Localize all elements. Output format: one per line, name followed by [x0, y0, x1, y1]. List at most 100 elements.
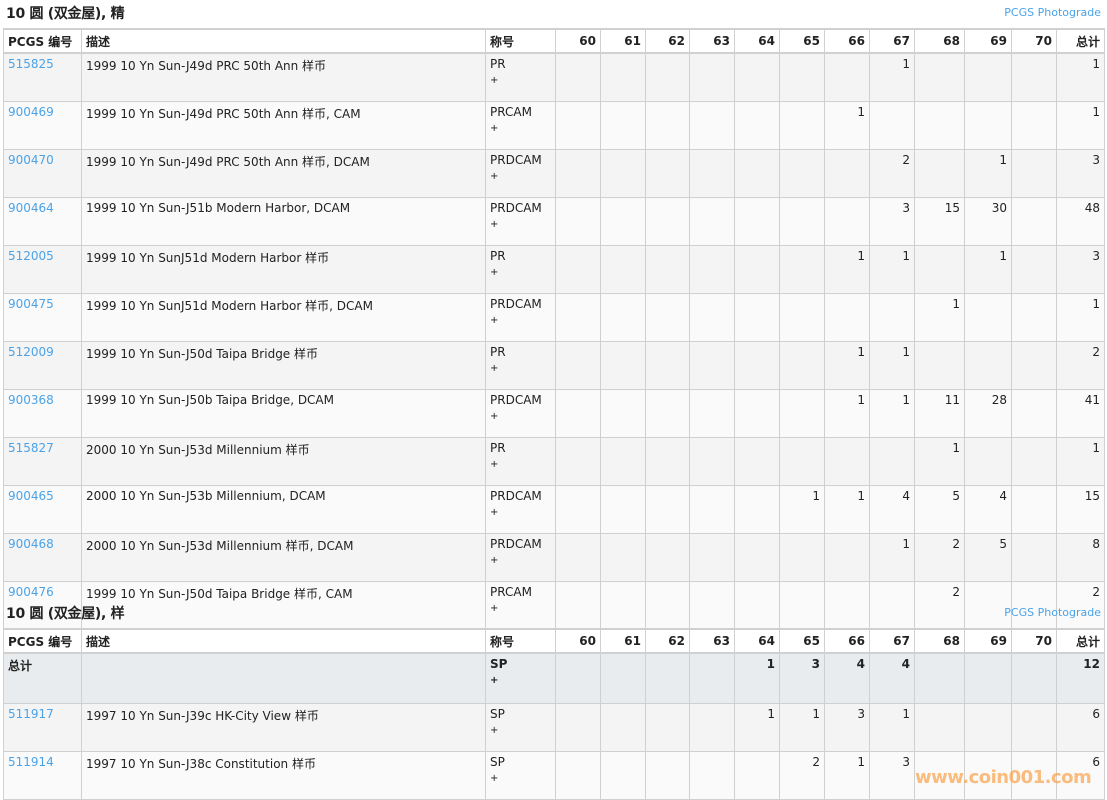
grade-count-67[interactable]: 2 — [869, 149, 915, 198]
grade-count-67[interactable]: 1 — [869, 52, 915, 102]
grade-count-63[interactable] — [689, 485, 735, 534]
col-header-grade-63[interactable]: 63 — [689, 628, 735, 654]
col-header-grade-66[interactable]: 66 — [824, 628, 870, 654]
grade-count-61[interactable] — [600, 652, 646, 704]
grade-count-67[interactable]: 1 — [869, 245, 915, 294]
grade-count-69[interactable] — [964, 703, 1012, 752]
photograde-link[interactable]: PCGS Photograde — [1004, 6, 1101, 19]
grade-count-70[interactable] — [1011, 245, 1057, 294]
grade-count-64[interactable]: 1 — [734, 652, 780, 704]
grade-count-66[interactable] — [824, 52, 870, 102]
grade-count-69[interactable] — [964, 293, 1012, 342]
pcgs-number-link[interactable]: 900475 — [3, 293, 82, 342]
grade-count-64[interactable]: 1 — [734, 703, 780, 752]
grade-count-60[interactable] — [555, 437, 601, 486]
grade-count-66[interactable] — [824, 197, 870, 246]
grade-count-60[interactable] — [555, 485, 601, 534]
grade-count-65[interactable]: 2 — [779, 751, 825, 800]
grade-count-66[interactable]: 1 — [824, 389, 870, 438]
plus-grade-marker[interactable]: + — [490, 603, 499, 614]
grade-count-69[interactable] — [964, 101, 1012, 150]
grade-count-62[interactable] — [645, 485, 690, 534]
grade-count-66[interactable]: 1 — [824, 245, 870, 294]
col-header-grade-64[interactable]: 64 — [734, 628, 780, 654]
grade-count-70[interactable] — [1011, 652, 1057, 704]
grade-count-66[interactable]: 4 — [824, 652, 870, 704]
grade-count-66[interactable]: 1 — [824, 485, 870, 534]
grade-count-65[interactable]: 1 — [779, 703, 825, 752]
col-header-designation[interactable]: 称号 — [485, 628, 556, 654]
grade-count-61[interactable] — [600, 533, 646, 582]
grade-count-67[interactable]: 1 — [869, 703, 915, 752]
grade-count-70[interactable] — [1011, 197, 1057, 246]
grade-count-61[interactable] — [600, 293, 646, 342]
grade-count-61[interactable] — [600, 389, 646, 438]
col-header-grade-68[interactable]: 68 — [914, 628, 965, 654]
grade-count-63[interactable] — [689, 341, 735, 390]
grade-count-68[interactable] — [914, 101, 965, 150]
grade-count-62[interactable] — [645, 751, 690, 800]
grade-count-65[interactable] — [779, 341, 825, 390]
grade-count-65[interactable] — [779, 581, 825, 630]
grade-count-67[interactable]: 1 — [869, 389, 915, 438]
grade-count-61[interactable] — [600, 437, 646, 486]
grade-count-62[interactable] — [645, 703, 690, 752]
grade-count-69[interactable] — [964, 341, 1012, 390]
col-header-pcgs-no[interactable]: PCGS 编号 — [3, 628, 82, 654]
col-header-grade-67[interactable]: 67 — [869, 28, 915, 54]
grade-count-64[interactable] — [734, 533, 780, 582]
plus-grade-marker[interactable]: + — [490, 267, 499, 278]
grade-count-69[interactable]: 28 — [964, 389, 1012, 438]
grade-count-64[interactable] — [734, 389, 780, 438]
plus-grade-marker[interactable]: + — [490, 411, 499, 422]
total-count[interactable]: 12 — [1056, 652, 1105, 704]
grade-count-65[interactable] — [779, 52, 825, 102]
grade-count-68[interactable] — [914, 149, 965, 198]
col-header-grade-60[interactable]: 60 — [555, 28, 601, 54]
grade-count-66[interactable] — [824, 437, 870, 486]
grade-count-69[interactable]: 1 — [964, 149, 1012, 198]
pcgs-number-link[interactable]: 512009 — [3, 341, 82, 390]
grade-count-65[interactable] — [779, 533, 825, 582]
grade-count-60[interactable] — [555, 293, 601, 342]
grade-count-62[interactable] — [645, 341, 690, 390]
grade-count-62[interactable] — [645, 389, 690, 438]
grade-count-61[interactable] — [600, 149, 646, 198]
col-header-grade-69[interactable]: 69 — [964, 628, 1012, 654]
grade-count-64[interactable] — [734, 751, 780, 800]
total-count[interactable]: 3 — [1056, 149, 1105, 198]
col-header-grade-67[interactable]: 67 — [869, 628, 915, 654]
grade-count-63[interactable] — [689, 197, 735, 246]
plus-grade-marker[interactable]: + — [490, 123, 499, 134]
col-header-grade-61[interactable]: 61 — [600, 628, 646, 654]
grade-count-67[interactable] — [869, 437, 915, 486]
grade-count-65[interactable]: 1 — [779, 485, 825, 534]
total-count[interactable]: 1 — [1056, 437, 1105, 486]
plus-grade-marker[interactable]: + — [490, 507, 499, 518]
pcgs-number-link[interactable]: 900465 — [3, 485, 82, 534]
grade-count-63[interactable] — [689, 581, 735, 630]
grade-count-66[interactable] — [824, 149, 870, 198]
grade-count-61[interactable] — [600, 245, 646, 294]
col-header-grade-65[interactable]: 65 — [779, 28, 825, 54]
col-header-grade-70[interactable]: 70 — [1011, 28, 1057, 54]
grade-count-61[interactable] — [600, 485, 646, 534]
grade-count-69[interactable]: 30 — [964, 197, 1012, 246]
grade-count-64[interactable] — [734, 341, 780, 390]
grade-count-66[interactable]: 1 — [824, 341, 870, 390]
grade-count-62[interactable] — [645, 581, 690, 630]
grade-count-60[interactable] — [555, 581, 601, 630]
pcgs-number-link[interactable]: 515825 — [3, 52, 82, 102]
grade-count-62[interactable] — [645, 52, 690, 102]
grade-count-67[interactable] — [869, 101, 915, 150]
grade-count-70[interactable] — [1011, 389, 1057, 438]
grade-count-70[interactable] — [1011, 341, 1057, 390]
grade-count-64[interactable] — [734, 437, 780, 486]
grade-count-68[interactable] — [914, 245, 965, 294]
total-count[interactable]: 8 — [1056, 533, 1105, 582]
grade-count-65[interactable] — [779, 149, 825, 198]
grade-count-60[interactable] — [555, 197, 601, 246]
grade-count-63[interactable] — [689, 149, 735, 198]
grade-count-69[interactable] — [964, 437, 1012, 486]
total-count[interactable]: 1 — [1056, 52, 1105, 102]
